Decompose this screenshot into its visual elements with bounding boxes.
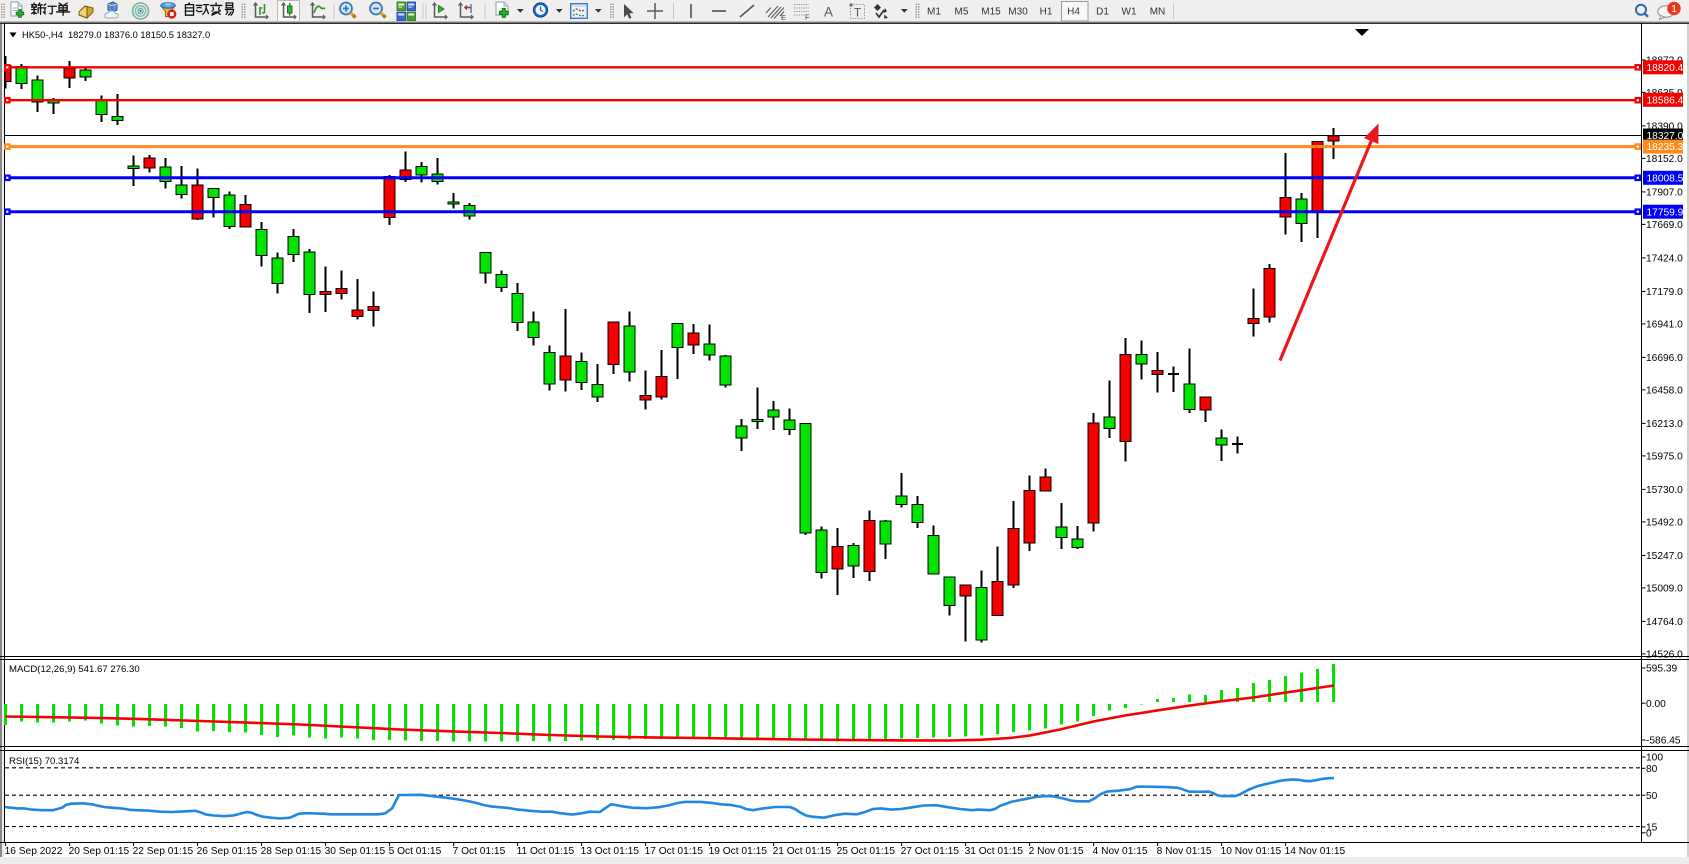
svg-text:20 Sep 01:15: 20 Sep 01:15: [69, 846, 130, 857]
svg-text:8 Nov 01:15: 8 Nov 01:15: [1157, 846, 1212, 857]
svg-text:17907.0: 17907.0: [1646, 188, 1683, 199]
svg-text:31 Oct 01:15: 31 Oct 01:15: [965, 846, 1024, 857]
svg-text:D1: D1: [1096, 7, 1109, 18]
svg-text:11 Oct 01:15: 11 Oct 01:15: [517, 846, 575, 857]
svg-text:16696.0: 16696.0: [1646, 353, 1683, 364]
svg-text:15492.0: 15492.0: [1646, 518, 1683, 529]
svg-text:17179.0: 17179.0: [1646, 287, 1683, 298]
svg-text:2 Nov 01:15: 2 Nov 01:15: [1029, 846, 1084, 857]
svg-text:13 Oct 01:15: 13 Oct 01:15: [581, 846, 640, 857]
svg-text:MACD(12,26,9) 541.67 276.30: MACD(12,26,9) 541.67 276.30: [9, 664, 140, 675]
svg-text:E: E: [781, 13, 786, 22]
svg-text:25 Oct 01:15: 25 Oct 01:15: [837, 846, 896, 857]
svg-text:15975.0: 15975.0: [1646, 452, 1683, 463]
svg-text:-586.45: -586.45: [1646, 736, 1681, 747]
svg-text:18327.0: 18327.0: [1647, 131, 1684, 142]
svg-text:M15: M15: [981, 7, 1001, 18]
svg-text:0: 0: [1646, 828, 1652, 839]
svg-text:MN: MN: [1150, 7, 1166, 18]
svg-text:H1: H1: [1040, 7, 1053, 18]
svg-text:1: 1: [1671, 3, 1677, 15]
svg-text:14764.0: 14764.0: [1646, 617, 1683, 628]
svg-text:F: F: [805, 13, 810, 22]
svg-text:18390.0: 18390.0: [1646, 122, 1683, 133]
svg-text:17424.0: 17424.0: [1646, 254, 1683, 265]
svg-text:14526.0: 14526.0: [1646, 650, 1683, 661]
svg-text:50: 50: [1646, 791, 1658, 802]
svg-text:T: T: [854, 8, 861, 20]
svg-text:15247.0: 15247.0: [1646, 551, 1683, 562]
svg-text:30 Sep 01:15: 30 Sep 01:15: [325, 846, 386, 857]
svg-text:16213.0: 16213.0: [1646, 419, 1683, 430]
svg-text:17 Oct 01:15: 17 Oct 01:15: [645, 846, 704, 857]
svg-text:A: A: [824, 5, 833, 20]
svg-text:M30: M30: [1008, 7, 1028, 18]
svg-text:M5: M5: [955, 7, 969, 18]
svg-text:0.00: 0.00: [1646, 699, 1666, 710]
svg-text:18008.5: 18008.5: [1647, 173, 1684, 184]
svg-text:5 Oct 01:15: 5 Oct 01:15: [389, 846, 442, 857]
svg-text:W1: W1: [1122, 7, 1137, 18]
svg-text:H4: H4: [1067, 7, 1080, 18]
svg-text:16458.0: 16458.0: [1646, 386, 1683, 397]
svg-text:7 Oct 01:15: 7 Oct 01:15: [453, 846, 506, 857]
svg-text:21 Oct 01:15: 21 Oct 01:15: [773, 846, 832, 857]
svg-text:16941.0: 16941.0: [1646, 320, 1683, 331]
svg-text:22 Sep 01:15: 22 Sep 01:15: [133, 846, 194, 857]
svg-text:15009.0: 15009.0: [1646, 584, 1683, 595]
svg-text:18586.4: 18586.4: [1647, 95, 1684, 106]
svg-text:80: 80: [1646, 764, 1658, 775]
svg-text:27 Oct 01:15: 27 Oct 01:15: [901, 846, 960, 857]
svg-text:15730.0: 15730.0: [1646, 485, 1683, 496]
svg-text:17669.0: 17669.0: [1646, 220, 1683, 231]
svg-text:18235.3: 18235.3: [1647, 142, 1684, 153]
svg-text:595.39: 595.39: [1646, 664, 1677, 675]
svg-text:18152.0: 18152.0: [1646, 154, 1683, 165]
svg-text:100: 100: [1646, 753, 1663, 764]
svg-text:18820.4: 18820.4: [1647, 63, 1684, 74]
svg-text:M1: M1: [927, 7, 941, 18]
svg-text:4 Nov 01:15: 4 Nov 01:15: [1093, 846, 1148, 857]
svg-text:14 Nov 01:15: 14 Nov 01:15: [1285, 846, 1346, 857]
svg-text:HK50-,H4 18279.0 18376.0 1815: HK50-,H4 18279.0 18376.0 18150.5 18327.0: [22, 30, 210, 40]
svg-text:26 Sep 01:15: 26 Sep 01:15: [197, 846, 258, 857]
svg-text:16 Sep 2022: 16 Sep 2022: [5, 846, 63, 857]
svg-text:17759.9: 17759.9: [1647, 207, 1684, 218]
svg-text:15: 15: [1646, 823, 1658, 834]
svg-text:RSI(15) 70.3174: RSI(15) 70.3174: [9, 756, 80, 767]
svg-text:19 Oct 01:15: 19 Oct 01:15: [709, 846, 768, 857]
svg-text:10 Nov 01:15: 10 Nov 01:15: [1221, 846, 1282, 857]
svg-text:28 Sep 01:15: 28 Sep 01:15: [261, 846, 322, 857]
